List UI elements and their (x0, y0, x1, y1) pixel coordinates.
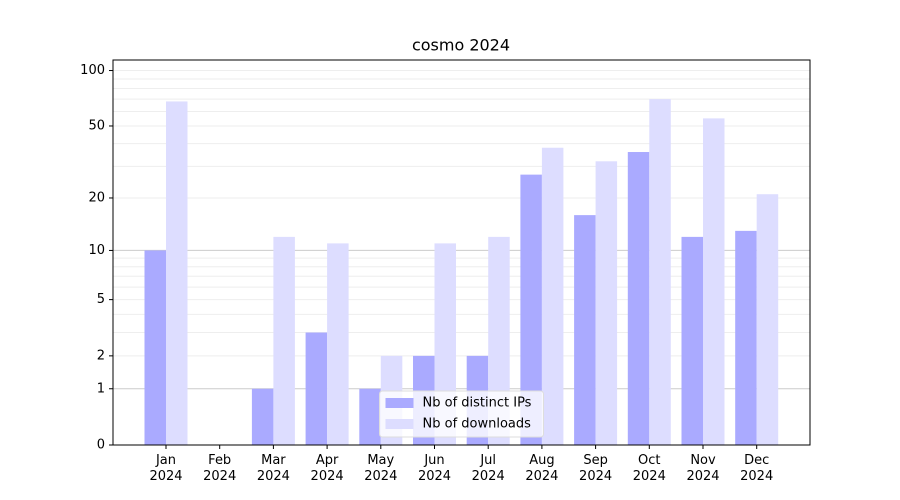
chart-title: cosmo 2024 (412, 36, 510, 55)
x-tick-label: Mar 2024 (256, 453, 290, 484)
legend: Nb of distinct IPs Nb of downloads (379, 390, 544, 438)
legend-box (379, 390, 544, 438)
bar (520, 174, 542, 445)
x-tick-label: Oct 2024 (632, 453, 666, 484)
bar (359, 388, 381, 445)
legend-swatch (385, 398, 414, 408)
plot-frame (112, 59, 811, 446)
bar (144, 250, 166, 445)
y-tick-label: 10 (88, 243, 105, 258)
bar (703, 118, 725, 446)
x-tick-label: Jun 2024 (417, 453, 452, 484)
bar (541, 147, 564, 446)
x-tick-label: May 2024 (364, 453, 398, 484)
legend-swatch (385, 419, 414, 429)
bar (681, 236, 703, 445)
x-tick-label: Jul 2024 (471, 453, 505, 484)
bar (627, 152, 650, 445)
y-tick-label: 0 (97, 438, 105, 453)
bar (574, 215, 596, 445)
x-tick-label: Jan 2024 (149, 453, 183, 484)
bar (273, 236, 295, 445)
bar (735, 230, 757, 445)
y-tick-label: 20 (88, 190, 105, 205)
x-tick-label: Apr 2024 (310, 453, 344, 484)
x-tick-label: Feb 2024 (203, 453, 237, 484)
legend-label: Nb of downloads (423, 417, 532, 432)
bar (305, 332, 328, 445)
x-tick-label: Nov 2024 (686, 453, 720, 484)
y-tick-label: 2 (97, 348, 105, 363)
y-tick-label: 100 (80, 63, 105, 78)
y-tick-label: 1 (97, 381, 105, 396)
x-tick-label: Sep 2024 (579, 453, 613, 484)
bar (756, 194, 779, 445)
bar (166, 101, 188, 445)
bar (595, 161, 618, 445)
bar (251, 388, 274, 445)
legend-label: Nb of distinct IPs (423, 396, 532, 411)
x-tick-label: Dec 2024 (740, 453, 774, 484)
bar (649, 99, 671, 445)
bar (327, 243, 349, 445)
y-tick-label: 50 (88, 118, 105, 133)
x-tick-label: Aug 2024 (525, 453, 559, 484)
y-tick-label: 5 (97, 292, 105, 307)
